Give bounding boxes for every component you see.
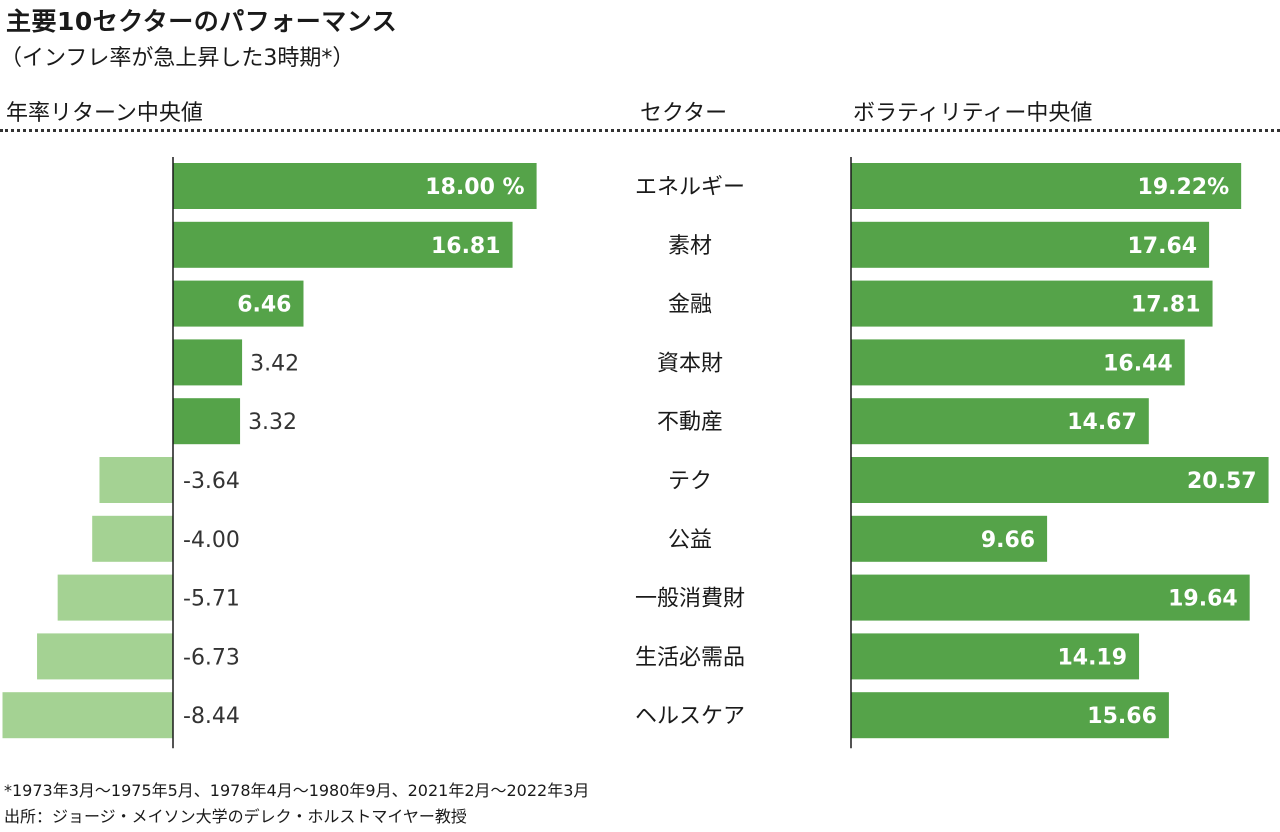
sector-label: 金融 — [668, 293, 712, 318]
return-value-label: 3.42 — [250, 351, 299, 376]
sector-label: 素材 — [668, 234, 712, 259]
volatility-value-label: 20.57 — [1187, 469, 1257, 494]
return-value-label: 16.81 — [431, 234, 501, 259]
volatility-bar — [851, 339, 1185, 386]
header-divider — [0, 129, 1280, 132]
return-bar — [173, 339, 243, 386]
volatility-value-label: 9.66 — [981, 528, 1035, 553]
sector-label: 一般消費財 — [635, 587, 745, 612]
return-value-label: 6.46 — [237, 293, 291, 318]
sector-label: 公益 — [668, 528, 712, 553]
volatility-bar — [851, 515, 1048, 562]
return-bar — [99, 457, 173, 503]
footnote: *1973年3月〜1975年5月、1978年4月〜1980年9月、2021年2月… — [4, 781, 590, 800]
volatility-bar — [851, 457, 1269, 503]
return-bar — [173, 398, 241, 445]
return-value-label: 3.32 — [248, 410, 297, 435]
sector-label: エネルギー — [635, 175, 745, 200]
return-bar — [2, 692, 174, 739]
return-bar — [37, 633, 173, 680]
sector-label: ヘルスケア — [635, 704, 745, 729]
source-note: 出所：ジョージ・メイソン大学のデレク・ホルストマイヤー教授 — [4, 807, 467, 826]
volatility-bar — [851, 398, 1149, 445]
return-bar — [57, 574, 173, 621]
sector-label: 生活必需品 — [635, 645, 745, 670]
sector-label: 不動産 — [657, 410, 723, 435]
volatility-value-label: 17.64 — [1127, 234, 1197, 259]
return-value-label: -8.44 — [183, 704, 240, 729]
return-value-label: -4.00 — [183, 528, 240, 553]
volatility-bar — [851, 633, 1140, 680]
volatility-value-label: 19.22% — [1138, 175, 1230, 200]
volatility-bar — [851, 221, 1210, 268]
volatility-bar — [851, 574, 1250, 621]
return-bar — [92, 515, 173, 562]
return-bar — [173, 280, 304, 327]
volatility-bar — [851, 163, 1242, 209]
column-header-sector: セクター — [640, 101, 728, 126]
volatility-value-label: 19.64 — [1168, 587, 1238, 612]
chart-subtitle: （インフレ率が急上昇した3時期*） — [0, 46, 355, 71]
volatility-value-label: 14.67 — [1067, 410, 1137, 435]
volatility-value-label: 15.66 — [1087, 704, 1157, 729]
return-bar — [173, 221, 513, 268]
volatility-bar — [851, 692, 1169, 739]
return-value-label: -5.71 — [183, 587, 240, 612]
return-value-label: 18.00 % — [425, 175, 524, 200]
column-header-volatility: ボラティリティー中央値 — [853, 101, 1093, 126]
return-value-label: -6.73 — [183, 645, 240, 670]
sector-label: テク — [668, 469, 712, 494]
return-bar — [173, 163, 537, 209]
chart-title: 主要10セクターのパフォーマンス — [6, 7, 398, 36]
volatility-value-label: 14.19 — [1057, 645, 1127, 670]
volatility-value-label: 16.44 — [1103, 351, 1173, 376]
volatility-bar — [851, 280, 1213, 327]
volatility-value-label: 17.81 — [1131, 293, 1201, 318]
column-header-return: 年率リターン中央値 — [6, 101, 203, 126]
sector-label: 資本財 — [657, 351, 723, 376]
return-value-label: -3.64 — [183, 469, 240, 494]
